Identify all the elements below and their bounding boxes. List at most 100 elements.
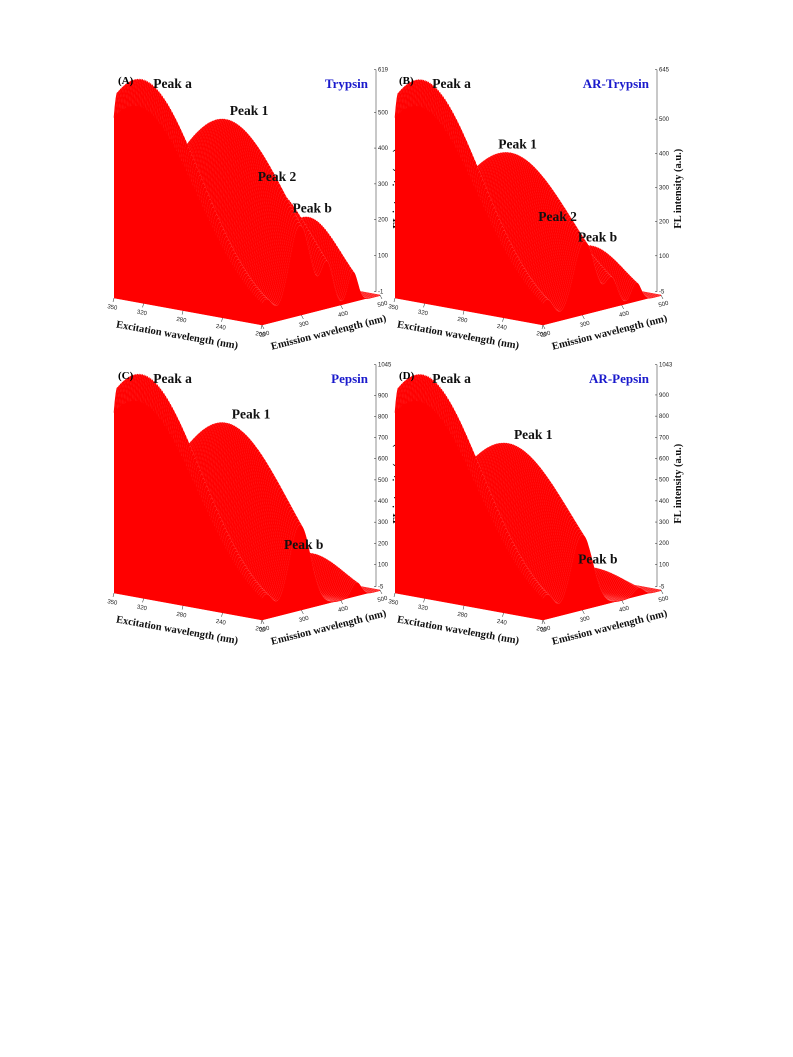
z-tick-label: 100	[378, 253, 389, 259]
z-tick-label: 200	[659, 220, 670, 226]
x-tick-label: 300	[579, 616, 591, 624]
z-tick-label: -1	[378, 290, 384, 296]
z-tick-label: -5	[378, 585, 384, 591]
peak-label: Peak 1	[232, 406, 271, 421]
y-tick-label: 200	[255, 331, 267, 339]
y-tick-label: 240	[496, 324, 508, 332]
y-tick-label: 240	[215, 324, 227, 332]
panel-title: AR-Pepsin	[589, 371, 650, 386]
y-tick-label: 200	[536, 331, 548, 339]
panel-label: (A)	[118, 75, 134, 87]
peak-label: Peak 1	[498, 136, 537, 151]
y-tick-label: 280	[176, 612, 188, 620]
y-tick-label: 320	[136, 605, 148, 613]
x-tick-label: 300	[298, 321, 310, 329]
z-tick-label: 645	[659, 68, 670, 74]
x-tick-label: 500	[658, 596, 670, 604]
peak-label: Peak a	[432, 371, 471, 386]
z-tick-label: 500	[378, 478, 389, 484]
panel-d: -5 100 200 300 400 500 600 700 800 900 1043 FL inte…	[388, 357, 684, 648]
z-tick-label: 1043	[659, 363, 673, 369]
panel-title: Pepsin	[331, 371, 369, 386]
peak-label: Peak a	[153, 76, 192, 91]
peak-label: Peak b	[292, 200, 331, 215]
z-tick-label: 619	[378, 68, 389, 74]
peak-label: Peak 2	[258, 169, 297, 184]
surface-mesh	[113, 373, 381, 620]
z-tick-label: 100	[659, 562, 670, 568]
surface-mesh	[394, 373, 662, 620]
z-tick-label: 200	[378, 541, 389, 547]
z-tick-label: 500	[659, 117, 670, 123]
z-tick-label: 900	[659, 393, 670, 399]
z-tick-label: 700	[378, 436, 389, 442]
panel-b: -5 100 200 300 400 500 645 FL intensity (a.u.) 2…	[388, 62, 684, 353]
z-tick-label: 800	[378, 414, 389, 420]
panel-label: (C)	[118, 370, 134, 382]
peak-label: Peak 1	[514, 427, 553, 442]
z-tick-label: 1045	[378, 363, 392, 369]
x-tick-label: 300	[579, 321, 591, 329]
x-tick-label: 200	[259, 331, 271, 339]
z-tick-label: -5	[659, 585, 665, 591]
panel-label: (B)	[399, 75, 414, 87]
peak-label: Peak a	[432, 76, 471, 91]
surface-plot: -51002003004005006007008009001045FL inte…	[107, 363, 403, 648]
surface-mesh	[394, 78, 662, 325]
z-tick-label: 200	[378, 218, 389, 224]
x-tick-label: 400	[619, 606, 631, 614]
x-axis-title: Emission wavelength (nm)	[551, 313, 669, 352]
z-tick-label: 100	[378, 562, 389, 568]
z-tick-label: 700	[659, 435, 670, 441]
y-tick-label: 350	[388, 304, 400, 312]
x-tick-label: 400	[338, 606, 350, 614]
peak-label: Peak 1	[230, 103, 269, 118]
z-tick-label: 400	[378, 146, 389, 152]
panel-title: Trypsin	[325, 76, 369, 91]
y-tick-label: 240	[215, 619, 227, 627]
surface-mesh	[113, 78, 381, 325]
x-tick-label: 200	[259, 626, 271, 634]
z-tick-label: 300	[378, 520, 389, 526]
peak-label: Peak 2	[538, 209, 577, 224]
z-tick-label: 300	[659, 520, 670, 526]
z-tick-label: 300	[659, 185, 670, 191]
x-tick-label: 400	[338, 311, 350, 319]
surface-plot: -5 100 200 300 400 500 600 700 800 900 1043 FL inte…	[388, 363, 684, 648]
x-tick-label: 200	[540, 331, 552, 339]
peak-label: Peak a	[153, 371, 192, 386]
peak-label: Peak b	[284, 537, 323, 552]
panel-c: -51002003004005006007008009001045FL inte…	[107, 357, 403, 648]
y-tick-label: 280	[457, 612, 469, 620]
y-tick-label: 320	[417, 605, 429, 613]
z-tick-label: 900	[378, 393, 389, 399]
x-tick-label: 400	[619, 311, 631, 319]
surface-plot: -1100200300400500619FL intensity (a.u.)2…	[107, 68, 403, 353]
z-tick-label: 500	[659, 478, 670, 484]
x-tick-label: 200	[540, 626, 552, 634]
x-tick-label: 500	[377, 301, 389, 309]
z-tick-label: 200	[659, 541, 670, 547]
x-axis-title: Emission wavelength (nm)	[551, 608, 669, 647]
y-tick-label: 350	[107, 599, 119, 607]
peak-label: Peak b	[578, 551, 617, 566]
z-tick-label: 400	[378, 499, 389, 505]
peak-label: Peak b	[578, 229, 617, 244]
x-tick-label: 500	[377, 596, 389, 604]
x-tick-label: 500	[658, 301, 670, 309]
z-tick-label: 800	[659, 414, 670, 420]
x-axis-title: Emission wavelength (nm)	[270, 608, 388, 647]
y-tick-label: 280	[176, 317, 188, 325]
z-tick-label: -5	[659, 290, 665, 296]
x-tick-label: 300	[298, 616, 310, 624]
y-tick-label: 280	[457, 317, 469, 325]
y-tick-label: 200	[536, 626, 548, 634]
y-tick-label: 350	[388, 599, 400, 607]
z-tick-label: 400	[659, 499, 670, 505]
z-tick-label: 600	[378, 457, 389, 463]
panel-a: -1100200300400500619FL intensity (a.u.)2…	[107, 62, 403, 353]
panel-title: AR-Trypsin	[583, 76, 650, 91]
z-tick-label: 300	[378, 182, 389, 188]
